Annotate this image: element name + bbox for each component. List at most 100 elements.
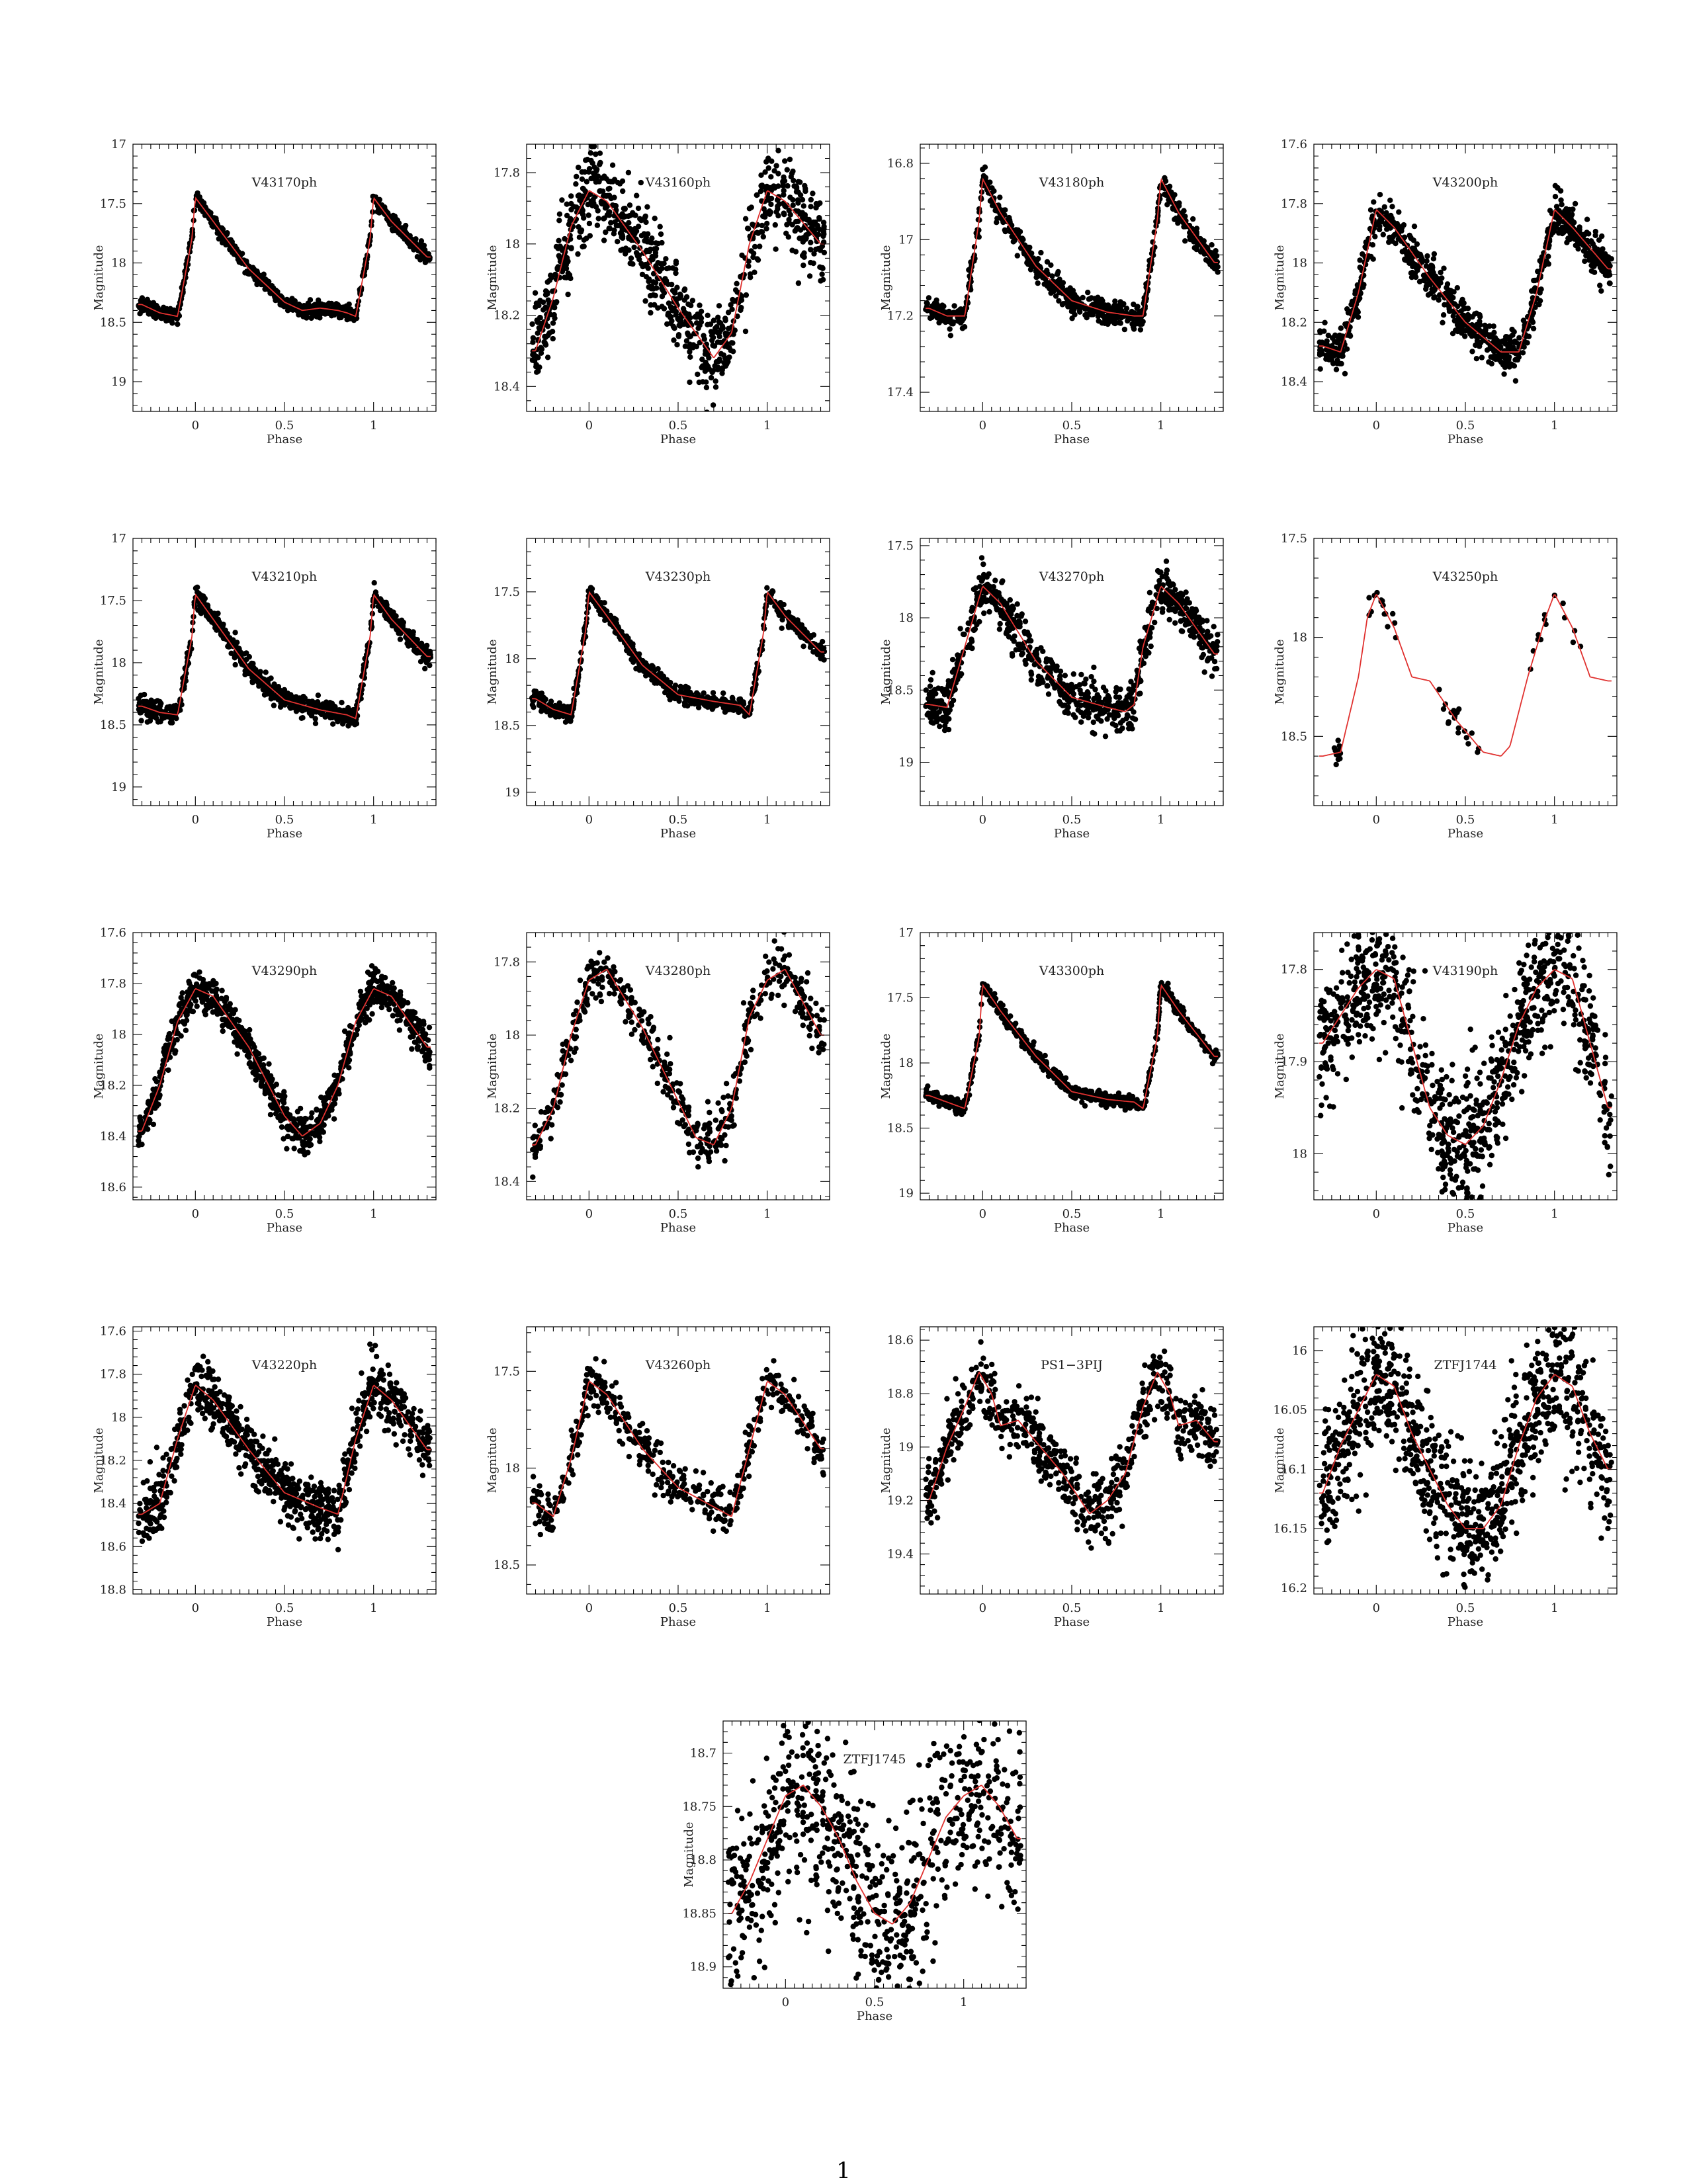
data-point bbox=[642, 237, 648, 244]
data-point bbox=[574, 173, 580, 180]
data-point bbox=[564, 201, 570, 207]
data-point bbox=[1014, 253, 1021, 259]
data-point bbox=[1166, 196, 1172, 203]
x-tick-label: 1 bbox=[370, 813, 377, 827]
data-point bbox=[623, 251, 628, 257]
data-point bbox=[1175, 220, 1181, 226]
data-point bbox=[708, 329, 714, 335]
y-tick-label: 17.5 bbox=[100, 594, 126, 608]
data-point bbox=[789, 222, 795, 228]
data-point bbox=[1335, 353, 1342, 358]
data-point bbox=[1545, 253, 1551, 259]
data-point bbox=[775, 171, 781, 177]
data-point bbox=[544, 355, 551, 360]
data-point bbox=[541, 307, 546, 313]
data-point bbox=[1597, 282, 1603, 288]
data-point bbox=[734, 280, 740, 286]
data-point bbox=[251, 267, 257, 273]
data-point bbox=[1469, 349, 1475, 355]
data-point bbox=[597, 150, 603, 156]
data-point bbox=[1190, 235, 1195, 241]
x-tick-label: 0 bbox=[585, 419, 593, 433]
x-tick-label: 0 bbox=[192, 813, 199, 827]
y-tick-label: 17.8 bbox=[494, 166, 520, 180]
data-point bbox=[1496, 346, 1502, 352]
data-point bbox=[1423, 286, 1429, 292]
data-point bbox=[1520, 317, 1527, 323]
data-point bbox=[216, 235, 222, 242]
panel-title: V43180ph bbox=[1039, 175, 1105, 190]
data-point bbox=[1401, 222, 1407, 228]
data-point bbox=[1506, 345, 1513, 351]
data-point bbox=[615, 239, 621, 245]
data-point bbox=[277, 302, 283, 308]
data-point bbox=[562, 274, 568, 280]
data-point bbox=[1407, 255, 1413, 261]
data-point bbox=[319, 710, 325, 716]
data-point bbox=[333, 304, 339, 310]
data-point bbox=[648, 310, 654, 316]
data-point bbox=[639, 271, 646, 278]
data-point bbox=[533, 300, 540, 306]
data-point bbox=[636, 257, 642, 263]
data-points bbox=[136, 190, 433, 327]
data-point bbox=[1403, 257, 1409, 263]
light-curve-panel: 0 0.5 11717.51818.519PhaseMagnitudeV43170p… bbox=[92, 138, 437, 446]
data-point bbox=[598, 198, 605, 205]
data-point bbox=[771, 168, 777, 174]
data-point bbox=[705, 312, 711, 318]
data-point bbox=[1048, 262, 1054, 268]
data-point bbox=[1344, 306, 1350, 312]
data-point bbox=[710, 342, 716, 349]
data-point bbox=[1424, 253, 1430, 259]
data-point bbox=[989, 185, 995, 191]
data-point bbox=[764, 220, 770, 227]
data-point bbox=[1123, 306, 1130, 312]
data-point bbox=[1429, 286, 1435, 292]
data-point bbox=[143, 708, 149, 714]
data-point bbox=[579, 176, 585, 182]
data-point bbox=[603, 229, 609, 235]
data-point bbox=[529, 357, 536, 363]
data-point bbox=[1408, 270, 1414, 276]
data-point bbox=[318, 311, 324, 317]
data-point bbox=[582, 188, 588, 194]
data-point bbox=[1190, 216, 1196, 222]
data-point bbox=[1502, 356, 1508, 362]
data-point bbox=[1110, 306, 1117, 312]
data-point bbox=[1429, 263, 1436, 269]
data-point bbox=[1482, 322, 1488, 329]
data-point bbox=[151, 710, 157, 716]
data-point bbox=[290, 307, 296, 313]
data-point bbox=[1418, 255, 1424, 261]
data-point bbox=[277, 704, 284, 710]
data-point bbox=[704, 409, 710, 411]
data-point bbox=[801, 250, 807, 256]
data-point bbox=[142, 698, 148, 705]
data-point bbox=[611, 227, 617, 233]
data-point bbox=[671, 337, 677, 343]
data-point bbox=[232, 630, 238, 636]
data-point bbox=[659, 239, 665, 246]
data-point bbox=[598, 600, 604, 606]
data-point bbox=[1433, 278, 1439, 284]
data-point bbox=[565, 291, 571, 298]
data-point bbox=[802, 212, 808, 218]
data-point bbox=[239, 251, 245, 257]
data-point bbox=[559, 197, 565, 203]
data-point bbox=[1450, 294, 1456, 301]
data-point bbox=[605, 178, 612, 185]
data-point bbox=[772, 222, 779, 228]
data-point bbox=[633, 250, 640, 256]
data-point bbox=[315, 693, 322, 698]
data-point bbox=[786, 208, 792, 214]
data-point bbox=[661, 306, 668, 312]
data-point bbox=[738, 297, 745, 303]
data-point bbox=[601, 216, 607, 222]
data-point bbox=[1336, 332, 1343, 339]
data-point bbox=[746, 259, 752, 265]
axis-ticks bbox=[133, 538, 437, 806]
data-point bbox=[722, 330, 728, 337]
data-point bbox=[811, 251, 817, 257]
data-point bbox=[815, 224, 821, 231]
